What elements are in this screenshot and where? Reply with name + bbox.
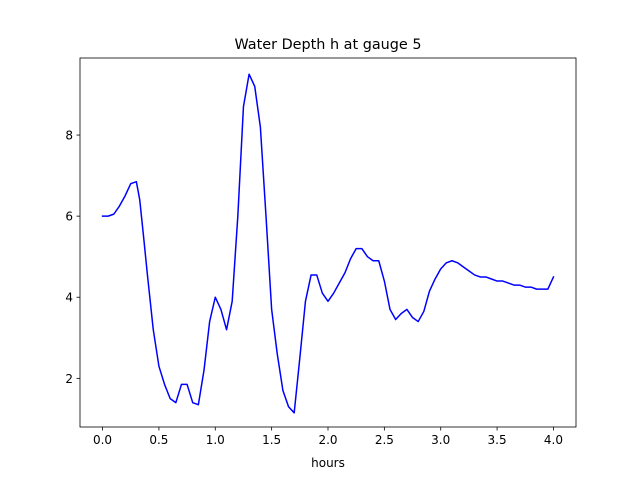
x-tick-label: 1.0 bbox=[206, 433, 225, 447]
chart-title: Water Depth h at gauge 5 bbox=[234, 37, 421, 53]
y-tick-label: 6 bbox=[65, 210, 73, 224]
y-tick-label: 8 bbox=[65, 129, 73, 143]
plot-frame bbox=[79, 57, 577, 428]
y-tick-label: 4 bbox=[65, 291, 73, 305]
y-tick-label: 2 bbox=[65, 372, 73, 386]
x-tick-label: 0.0 bbox=[93, 433, 112, 447]
x-tick-label: 3.5 bbox=[488, 433, 507, 447]
x-tick-label: 2.5 bbox=[375, 433, 394, 447]
plot-area: 0.0 0.5 1.0 1.5 2.0 2.5 3.0 3.5 4.0 2 4 6 8 bbox=[65, 57, 577, 447]
x-tick-label: 2.0 bbox=[318, 433, 337, 447]
x-tick-label: 0.5 bbox=[149, 433, 168, 447]
x-tick-label: 4.0 bbox=[544, 433, 563, 447]
x-axis-label: hours bbox=[311, 456, 345, 470]
data-series-line bbox=[101, 73, 555, 414]
x-tick-label: 1.5 bbox=[262, 433, 281, 447]
x-tick-label: 3.0 bbox=[431, 433, 450, 447]
